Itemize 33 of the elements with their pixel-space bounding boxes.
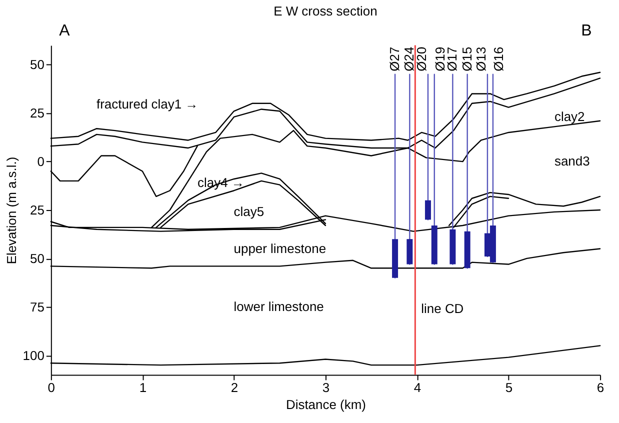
x-axis-title: Distance (km) xyxy=(286,397,366,412)
annotation: lower limestone xyxy=(234,298,324,314)
text: Ø17 xyxy=(444,46,460,72)
ref-line-label: line CD xyxy=(421,300,464,316)
annotation: clay5 xyxy=(234,204,264,219)
text: Ø19 xyxy=(432,46,448,72)
annotation: upper limestone xyxy=(234,240,326,256)
y-axis-title: Elevation (m a.s.l.) xyxy=(4,156,19,264)
annotation: clay4 → xyxy=(198,174,244,190)
x-tick-label: 6 xyxy=(596,380,604,396)
y-tick-label: 25 xyxy=(30,202,44,218)
chart-title: E W cross section xyxy=(274,4,378,19)
annotation: clay2 xyxy=(554,109,585,124)
x-tick-label: 0 xyxy=(48,380,56,396)
y-tick-label: 0 xyxy=(37,154,44,170)
y-tick-label: 50 xyxy=(30,250,44,266)
y-tick-label: 50 xyxy=(30,57,44,72)
annotation: sand3 xyxy=(554,154,590,169)
text: A xyxy=(59,22,70,40)
x-tick-label: 5 xyxy=(505,380,513,396)
text: Ø13 xyxy=(473,46,488,72)
text: B xyxy=(581,22,592,40)
text: Ø15 xyxy=(459,46,474,72)
text: Ø27 xyxy=(387,46,402,72)
y-tick-label: 25 xyxy=(30,106,44,121)
x-tick-label: 3 xyxy=(322,380,330,396)
annotation: fractured clay1 → xyxy=(96,96,198,112)
y-tick-label: 100 xyxy=(22,348,44,363)
x-tick-label: 2 xyxy=(230,380,238,396)
x-tick-label: 1 xyxy=(139,380,147,396)
text: Ø16 xyxy=(490,46,506,72)
y-tick-label: 75 xyxy=(30,299,44,314)
x-tick-label: 4 xyxy=(414,380,422,396)
